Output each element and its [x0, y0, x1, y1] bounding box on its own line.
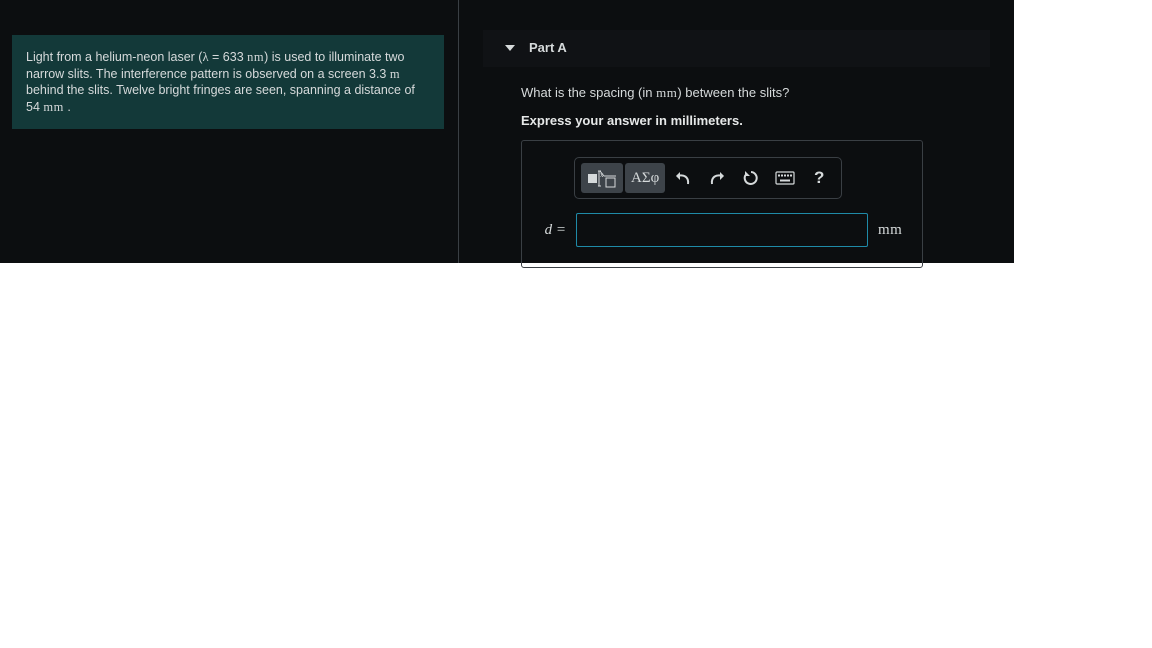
help-button[interactable]: ? — [803, 163, 835, 193]
problem-text: Light from a helium-neon laser (λ = 633 … — [26, 50, 415, 114]
unit-label: mm — [878, 222, 908, 239]
part-label: Part A — [529, 40, 567, 55]
undo-icon — [674, 169, 692, 187]
problem-statement: Light from a helium-neon laser (λ = 633 … — [12, 35, 444, 129]
redo-button[interactable] — [701, 163, 733, 193]
right-column: Part A What is the spacing (in mm) betwe… — [459, 0, 1014, 263]
question-text: What is the spacing (in mm) between the … — [521, 85, 1014, 101]
redo-icon — [708, 169, 726, 187]
templates-button[interactable]: x — [581, 163, 623, 193]
left-column: Light from a helium-neon laser (λ = 633 … — [0, 0, 459, 263]
undo-button[interactable] — [667, 163, 699, 193]
answer-input-row: d = mm — [536, 213, 908, 247]
answer-frame: x ΑΣφ — [521, 140, 923, 268]
variable-label: d = — [536, 222, 566, 239]
chevron-down-icon — [505, 45, 515, 51]
part-header[interactable]: Part A — [483, 30, 990, 67]
question-instruction: Express your answer in millimeters. — [521, 113, 1014, 128]
equation-toolbar: x ΑΣφ — [574, 157, 842, 199]
answer-input[interactable] — [576, 213, 868, 247]
app-root: Light from a helium-neon laser (λ = 633 … — [0, 0, 1014, 263]
help-label: ? — [814, 168, 824, 188]
greek-button[interactable]: ΑΣφ — [625, 163, 665, 193]
keyboard-button[interactable] — [769, 163, 801, 193]
greek-label: ΑΣφ — [631, 170, 659, 187]
template-icon: x — [587, 168, 617, 188]
keyboard-icon — [775, 171, 795, 185]
question-body: What is the spacing (in mm) between the … — [459, 67, 1014, 268]
reset-icon — [742, 169, 760, 187]
reset-button[interactable] — [735, 163, 767, 193]
